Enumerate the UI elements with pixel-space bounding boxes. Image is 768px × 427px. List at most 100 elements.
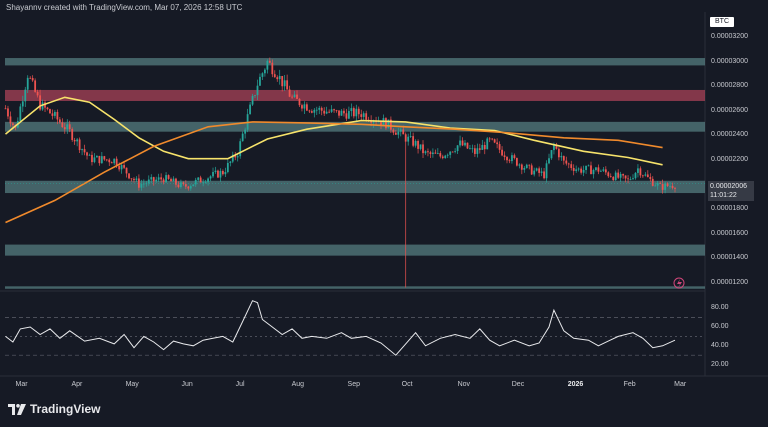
candle-body	[26, 77, 29, 90]
ma_fast-line	[4, 96, 663, 166]
candle-body	[305, 104, 308, 111]
candle-body	[278, 75, 281, 80]
candle-body	[150, 177, 153, 180]
candle-body	[409, 136, 412, 137]
candle-body	[402, 129, 405, 135]
candle-body	[501, 149, 503, 156]
candle-body	[152, 177, 155, 182]
candle-body	[481, 144, 484, 150]
candle-body	[424, 151, 427, 154]
candle-body	[553, 144, 555, 151]
candle-body	[189, 186, 192, 189]
candle-body	[81, 149, 83, 151]
candle-body	[291, 96, 293, 98]
candle-body	[46, 107, 49, 110]
candle-body	[123, 165, 125, 168]
candle-body	[414, 140, 417, 146]
candle-body	[283, 80, 286, 87]
last-price-tag: 0.00002006 11:01:22	[708, 181, 754, 201]
candle-body	[599, 170, 602, 172]
candle-body	[464, 142, 466, 146]
time-tick-label: Sep	[347, 381, 360, 388]
candle-body	[523, 167, 526, 170]
candle-body	[100, 156, 103, 164]
candle-body	[506, 157, 508, 161]
price-tick-label: 0.00001800	[711, 205, 748, 212]
candle-body	[619, 174, 622, 178]
candle-body	[56, 111, 59, 120]
candle-body	[162, 179, 165, 183]
candle-body	[231, 154, 234, 162]
candle-body	[548, 158, 550, 164]
candle-body	[212, 172, 214, 177]
candle-body	[577, 168, 580, 170]
time-tick-label: Mar	[674, 381, 687, 388]
candle-body	[471, 148, 474, 150]
candle-body	[493, 139, 496, 143]
candle-body	[96, 155, 98, 158]
support-zone	[5, 244, 705, 256]
candle-body	[29, 77, 32, 79]
candle-body	[476, 148, 479, 154]
candle-body	[194, 179, 197, 185]
time-tick-label: 2026	[567, 381, 584, 388]
candle-body	[446, 154, 449, 156]
candle-body	[525, 164, 528, 168]
candle-body	[175, 178, 177, 185]
candle-body	[120, 165, 123, 170]
candle-body	[441, 156, 444, 159]
chart-attribution: Shayannv created with TradingView.com, M…	[6, 3, 243, 12]
candle-body	[340, 110, 343, 116]
candle-body	[597, 167, 600, 172]
candle-body	[590, 165, 592, 175]
candle-body	[380, 121, 382, 126]
candle-body	[214, 170, 217, 173]
candle-body	[177, 184, 180, 188]
candle-body	[61, 122, 64, 128]
candle-body	[385, 118, 387, 129]
candle-body	[637, 168, 639, 173]
candle-body	[451, 151, 454, 153]
candle-body	[21, 101, 24, 107]
price-tick-label: 0.00001600	[711, 229, 748, 237]
candle-body	[125, 167, 128, 174]
candle-body	[365, 113, 368, 120]
lightning-icon	[677, 279, 682, 288]
candle-body	[320, 107, 323, 111]
candle-body	[147, 179, 150, 184]
candle-body	[592, 169, 595, 175]
candle-body	[622, 174, 625, 176]
candle-body	[202, 182, 205, 184]
candle-body	[422, 144, 424, 154]
candle-body	[360, 114, 363, 117]
candle-body	[273, 74, 276, 78]
candle-body	[236, 156, 239, 158]
candle-body	[293, 94, 296, 98]
candle-body	[538, 168, 541, 173]
candle-body	[325, 111, 328, 114]
price-tick-label: 0.00002200	[711, 155, 748, 163]
candle-body	[256, 85, 259, 96]
candle-body	[444, 155, 447, 159]
candle-body	[172, 178, 175, 182]
candle-body	[264, 69, 266, 74]
candle-body	[466, 142, 469, 149]
candle-body	[486, 138, 489, 150]
candle-body	[315, 109, 318, 111]
candle-body	[165, 175, 167, 183]
candle-body	[4, 108, 7, 110]
candle-body	[518, 164, 521, 166]
rsi-tick-label: 60.00	[711, 323, 729, 330]
candle-body	[76, 139, 79, 142]
candle-body	[614, 172, 617, 181]
candle-body	[276, 77, 279, 80]
candle-body	[157, 177, 160, 180]
dividend-marker	[673, 277, 685, 289]
candle-body	[357, 108, 360, 115]
candle-body	[436, 153, 439, 154]
candle-body	[298, 98, 301, 106]
candle-body	[184, 184, 187, 187]
candle-body	[110, 162, 113, 164]
candle-body	[575, 169, 578, 171]
